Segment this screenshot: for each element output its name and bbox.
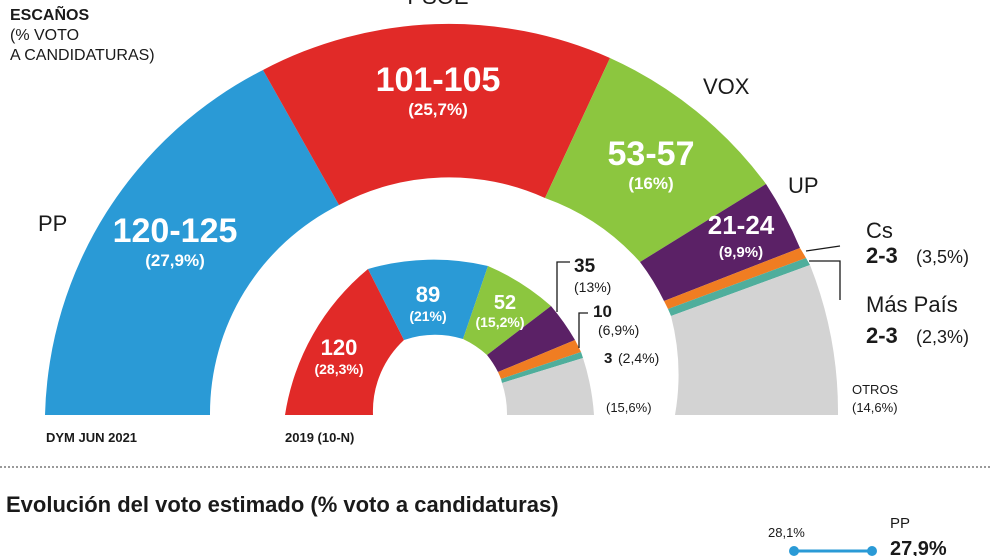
- pp-trend-point-end: [867, 546, 877, 556]
- outer-arc-vox: [545, 58, 766, 262]
- seats-maspais-outer: 2-3: [866, 323, 898, 348]
- vote-pp-outer: (27,9%): [145, 251, 205, 270]
- label-dym-jun-2021: DYM JUN 2021: [46, 430, 137, 445]
- party-name-otros-outer: OTROS: [852, 382, 899, 397]
- outer-arc-pp: [45, 70, 339, 415]
- vote-vox-outer: (16%): [628, 174, 673, 193]
- pp-trend-start-value: 28,1%: [768, 525, 805, 540]
- inner-arc-psoe: [285, 269, 404, 415]
- seats-psoe-inner: 120: [321, 335, 358, 360]
- leader-inner-up: [556, 261, 570, 312]
- vote-otros-outer: (14,6%): [852, 400, 898, 415]
- outer-arc-psoe: [263, 23, 610, 206]
- vote-maspais-outer: (2,3%): [916, 327, 969, 347]
- label-2019-10n: 2019 (10-N): [285, 430, 354, 445]
- outer-hemicycle: [45, 23, 839, 415]
- vote-up-outer: (9,9%): [719, 244, 763, 261]
- seats-pp-outer: 120-125: [113, 212, 238, 250]
- seats-vox-inner: 52: [494, 292, 516, 314]
- vote-maspais-inner: (2,4%): [618, 350, 659, 366]
- chart-title: ESCAÑOS (% VOTO A CANDIDATURAS): [10, 6, 155, 66]
- pp-trend-series-name: PP: [890, 515, 910, 532]
- inner-arc-otros: [502, 358, 594, 415]
- vote-up-inner: (13%): [574, 279, 611, 295]
- pp-trend-point-start: [789, 546, 799, 556]
- party-name-up-outer: UP: [788, 173, 819, 198]
- vote-cs-outer: (3,5%): [916, 247, 969, 267]
- subtitle-line-1: (% VOTO: [10, 27, 80, 44]
- title-main: ESCAÑOS: [10, 7, 90, 24]
- vote-psoe-outer: (25,7%): [408, 100, 468, 119]
- inner-arc-vox: [463, 266, 551, 355]
- inner-arc-up: [487, 306, 575, 372]
- party-name-psoe-outer: PSOE: [407, 0, 468, 9]
- party-name-vox-outer: VOX: [703, 74, 750, 99]
- evolution-title: Evolución del voto estimado (% voto a ca…: [6, 492, 559, 517]
- outer-arc-maspais: [668, 258, 810, 316]
- inner-arc-maspais: [501, 352, 583, 383]
- party-name-pp-outer: PP: [38, 211, 67, 236]
- party-name-cs-outer: Cs: [866, 218, 893, 243]
- section-separator: [0, 466, 990, 468]
- vote-pp-inner: (21%): [409, 308, 446, 324]
- outer-arc-otros: [671, 265, 839, 415]
- inner-arc-pp: [368, 259, 488, 340]
- vote-vox-inner: (15,2%): [475, 314, 524, 330]
- seats-cs-inner: 10: [593, 302, 612, 321]
- seats-pp-inner: 89: [416, 282, 440, 307]
- outer-arc-up: [640, 184, 800, 301]
- leader-lines: [556, 245, 841, 348]
- leader-cs: [805, 245, 841, 252]
- inner-arc-cs: [498, 340, 581, 379]
- vote-cs-inner: (6,9%): [598, 322, 639, 338]
- seats-up-inner: 35: [574, 256, 596, 277]
- party-name-maspais-outer: Más País: [866, 292, 958, 317]
- seats-maspais-inner: 3: [604, 350, 612, 367]
- seats-psoe-outer: 101-105: [376, 61, 501, 99]
- seats-up-outer: 21-24: [708, 210, 775, 240]
- inner-hemicycle: [285, 259, 594, 415]
- leader-inner-cs: [578, 312, 588, 348]
- outer-arc-cs: [664, 248, 806, 309]
- vote-otros-inner: (15,6%): [606, 400, 652, 415]
- leader-maspais: [809, 260, 841, 300]
- seats-cs-outer: 2-3: [866, 243, 898, 268]
- vote-psoe-inner: (28,3%): [314, 361, 363, 377]
- seats-vox-outer: 53-57: [608, 135, 695, 173]
- subtitle-line-2: A CANDIDATURAS): [10, 47, 155, 64]
- pp-trend-end-value: 27,9%: [890, 538, 947, 556]
